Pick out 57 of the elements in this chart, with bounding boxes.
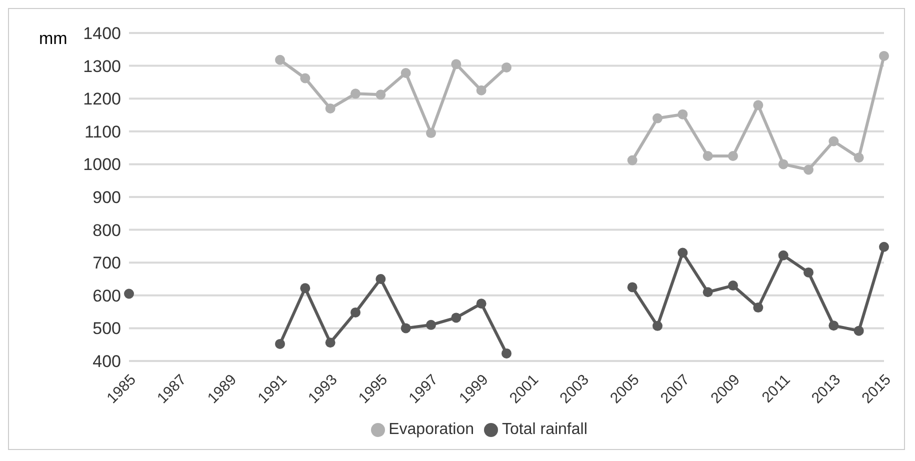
point	[275, 54, 285, 65]
point	[753, 100, 764, 110]
y-tick-label: 500	[92, 319, 121, 338]
y-axis-title: mm	[39, 29, 68, 49]
point	[476, 85, 486, 96]
point	[854, 326, 864, 336]
y-tick-label: 1100	[84, 122, 121, 142]
point	[275, 338, 285, 349]
point	[702, 151, 713, 161]
point	[652, 113, 662, 124]
point	[124, 288, 134, 299]
point	[350, 307, 360, 318]
point	[627, 282, 638, 292]
point	[879, 242, 889, 252]
point	[426, 128, 436, 138]
point	[451, 312, 462, 323]
point	[804, 267, 814, 278]
y-tick-label: 1000	[83, 155, 121, 174]
point	[702, 287, 713, 298]
point	[778, 159, 788, 170]
legend-label: Evaporation	[388, 421, 474, 438]
point	[400, 68, 411, 78]
point	[502, 348, 512, 358]
y-tick-label: 1200	[83, 90, 121, 109]
point	[300, 73, 310, 84]
point	[854, 152, 864, 163]
y-tick-label: 600	[92, 286, 121, 306]
point	[451, 59, 462, 70]
point	[828, 136, 839, 146]
point	[828, 320, 839, 331]
point	[678, 109, 688, 120]
y-tick-label: 800	[92, 220, 121, 240]
point	[426, 320, 436, 330]
point	[728, 151, 738, 161]
point	[325, 103, 336, 114]
point	[350, 88, 360, 99]
point	[879, 50, 889, 61]
point	[678, 248, 688, 258]
point	[376, 90, 386, 100]
point	[728, 280, 738, 291]
point	[804, 164, 814, 175]
point	[652, 320, 662, 331]
y-tick-label: 400	[92, 352, 121, 372]
point	[300, 283, 310, 294]
point	[627, 155, 638, 166]
legend-label: Total rainfall	[502, 421, 588, 438]
y-tick-label: 1300	[83, 56, 121, 76]
y-tick-label: 700	[92, 254, 121, 273]
y-tick-label: 900	[92, 188, 121, 208]
point	[502, 62, 512, 72]
point	[376, 274, 386, 284]
point	[753, 302, 764, 313]
y-tick-label: 1400	[83, 24, 121, 44]
point	[476, 298, 486, 309]
point	[778, 250, 788, 260]
point	[400, 323, 411, 334]
point	[325, 338, 336, 348]
